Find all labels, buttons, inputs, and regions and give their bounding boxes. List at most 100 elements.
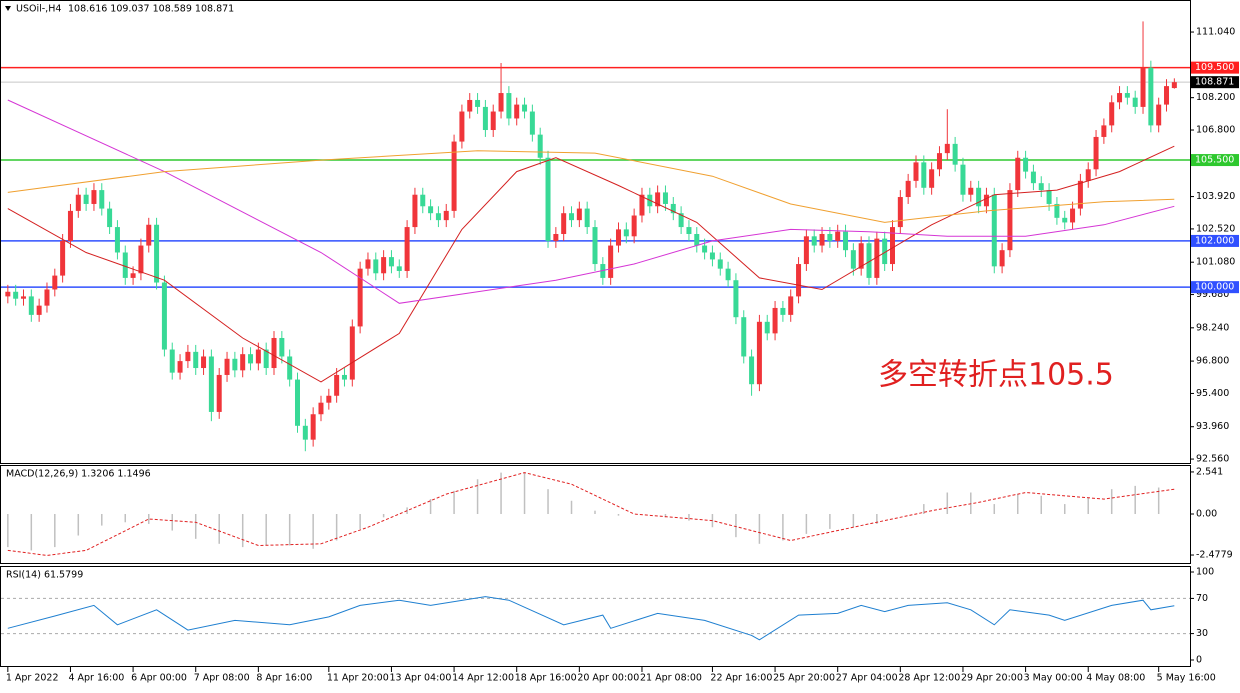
candle-body <box>1117 93 1123 103</box>
candle-body <box>154 224 160 283</box>
y-tick-label: 95.400 <box>1196 388 1229 399</box>
price-tag-label: 108.871 <box>1195 77 1234 88</box>
candle-body <box>91 190 97 204</box>
candle-body <box>897 197 903 228</box>
candle-body <box>1124 93 1130 98</box>
rsi-title: RSI(14) 61.5799 <box>6 570 83 581</box>
ohlc-text: 108.616 109.037 108.589 108.871 <box>68 4 234 15</box>
candle-body <box>514 104 520 119</box>
candle-body <box>936 153 942 170</box>
candle-body <box>1023 157 1029 172</box>
price-tag-label: 100.000 <box>1195 282 1234 293</box>
candle-body <box>28 296 34 315</box>
price-tag <box>1191 234 1239 247</box>
candle-body <box>404 227 410 271</box>
candle-body <box>694 234 700 246</box>
candle-body <box>1093 136 1099 170</box>
candle-body <box>522 104 528 112</box>
x-tick-label: 28 Apr 12:00 <box>898 673 960 684</box>
candle-body <box>662 192 668 204</box>
x-tick-label: 1 Apr 2022 <box>6 673 59 684</box>
candle-body <box>1015 157 1021 191</box>
candle-body <box>1164 86 1170 105</box>
x-tick-label: 18 Apr 16:00 <box>515 673 577 684</box>
candle-body <box>326 395 332 403</box>
candle-body <box>1054 203 1060 218</box>
candle-body <box>850 250 856 269</box>
candle-body <box>592 227 598 265</box>
candle-body <box>709 252 715 260</box>
candle-body <box>811 236 817 246</box>
x-tick-label: 6 Apr 00:00 <box>131 673 187 684</box>
candle-body <box>216 374 222 412</box>
moving-average <box>7 150 1175 223</box>
candle-body <box>428 206 434 214</box>
candle-body <box>271 337 277 369</box>
candle-body <box>1109 102 1115 126</box>
candle-body <box>960 164 966 195</box>
annotation: 多空转折点105.5 <box>878 358 1114 393</box>
x-tick-label: 11 Apr 20:00 <box>327 673 389 684</box>
y-tick-label: 70 <box>1196 593 1208 604</box>
candle-body <box>44 289 50 306</box>
candle-body <box>435 213 441 221</box>
candle-body <box>302 425 308 440</box>
candle-body <box>929 169 935 188</box>
candle-body <box>1077 180 1083 209</box>
candle-body <box>161 282 167 350</box>
symbol-title: USOil-,H4 <box>16 4 61 15</box>
candle-body <box>843 231 849 251</box>
candle-body <box>248 354 254 364</box>
candle-body <box>1148 67 1154 126</box>
candle-body <box>169 349 175 373</box>
candle-body <box>537 134 543 158</box>
candle-body <box>1156 104 1162 126</box>
y-tick-label: 98.240 <box>1196 322 1229 333</box>
candle-body <box>36 305 42 315</box>
candle-body <box>373 259 379 274</box>
candle-body <box>702 245 708 253</box>
candle-body <box>968 187 974 195</box>
candle-body <box>913 162 919 181</box>
y-tick-label: 0.00 <box>1196 509 1217 520</box>
candle-body <box>569 213 575 221</box>
y-tick-label: 100 <box>1196 567 1214 578</box>
y-tick-label: 103.920 <box>1196 191 1235 202</box>
candle-body <box>733 280 739 318</box>
candle-body <box>772 307 778 334</box>
moving-average <box>7 99 1175 304</box>
candle-body <box>396 266 402 271</box>
candle-body <box>553 234 559 241</box>
candle-body <box>670 203 676 214</box>
candle-body <box>365 259 371 269</box>
candle-body <box>138 245 144 274</box>
x-tick-label: 4 May 08:00 <box>1086 673 1145 684</box>
price-tag <box>1191 154 1239 167</box>
candle-body <box>827 234 833 241</box>
candle-body <box>420 194 426 207</box>
candle-body <box>279 337 285 357</box>
rsi-panel <box>0 566 1191 667</box>
candle-body <box>107 208 113 228</box>
candle-body <box>295 379 300 426</box>
candle-body <box>561 213 567 235</box>
candle-body <box>725 268 731 281</box>
candle-body <box>193 351 199 369</box>
y-tick-label: -2.4779 <box>1196 550 1233 561</box>
price-tag-label: 109.500 <box>1195 62 1234 73</box>
rsi-line <box>7 596 1175 641</box>
x-tick-label: 5 May 16:00 <box>1157 673 1216 684</box>
candle-body <box>240 354 246 371</box>
candle-body <box>130 273 136 278</box>
x-tick-label: 25 Apr 20:00 <box>773 673 835 684</box>
candle-body <box>232 358 238 371</box>
candle-body <box>780 307 786 315</box>
x-tick-label: 7 Apr 08:00 <box>194 673 250 684</box>
x-tick-label: 8 Apr 16:00 <box>256 673 312 684</box>
candle-body <box>201 356 207 369</box>
candle-body <box>99 190 105 209</box>
candle-body <box>318 402 324 415</box>
candle-body <box>75 194 81 211</box>
candle-body <box>1085 169 1091 181</box>
candle-body <box>1030 171 1036 184</box>
